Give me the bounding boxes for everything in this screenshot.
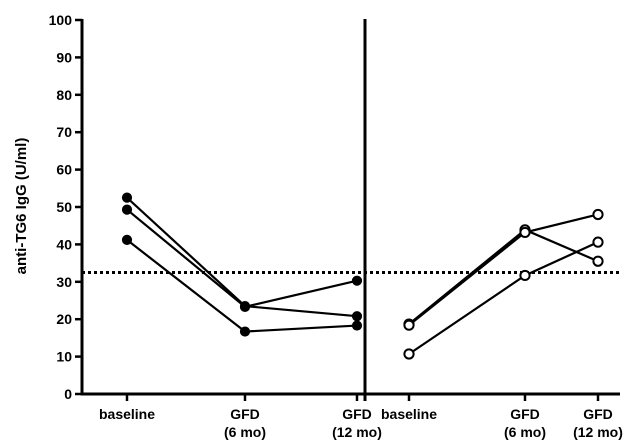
y-tick-label: 100	[49, 12, 73, 28]
data-point-filled	[239, 301, 251, 312]
data-point-open	[403, 348, 415, 360]
x-tick-label: GFD	[342, 406, 372, 422]
data-point-open	[519, 269, 531, 282]
data-point-filled	[121, 192, 133, 203]
data-point-open	[592, 208, 604, 221]
y-tick-label: 10	[56, 349, 72, 365]
x-tick-label: GFD	[583, 406, 613, 422]
y-axis: 0 10 20 30 40 50 60 70 80 90 100	[49, 12, 84, 402]
x-tick-label-sub: (12 mo)	[573, 424, 623, 440]
data-point-filled	[121, 204, 133, 215]
series-layer	[121, 192, 604, 360]
y-tick-label: 60	[56, 162, 72, 178]
y-tick-label: 20	[56, 311, 72, 327]
x-tick-label-sub: (12 mo)	[332, 424, 382, 440]
y-tick-label: 0	[64, 386, 72, 402]
data-point-filled	[351, 320, 363, 331]
series-line	[408, 213, 599, 327]
x-tick-label: baseline	[381, 406, 437, 422]
y-tick-label: 80	[56, 87, 72, 103]
series-line	[126, 208, 358, 309]
x-tick-label: baseline	[99, 406, 155, 422]
data-point-open	[592, 255, 604, 267]
series-line	[126, 239, 358, 333]
x-tick-label: GFD	[230, 406, 260, 422]
y-tick-label: 30	[56, 274, 72, 290]
y-axis-title: anti-TG6 IgG (U/ml)	[13, 138, 30, 275]
series-line	[408, 228, 599, 325]
y-tick-label: 70	[56, 124, 72, 140]
data-point-filled	[121, 234, 133, 246]
y-tick-label: 90	[56, 49, 72, 65]
series-line	[408, 241, 599, 355]
series-line	[126, 196, 358, 318]
data-point-open	[592, 236, 604, 248]
data-point-filled	[351, 275, 363, 286]
data-point-filled	[351, 311, 363, 322]
x-tick-label-sub: (6 mo)	[504, 424, 546, 440]
x-axis: baseline GFD (6 mo) GFD (12 mo) baseline GFD (6…	[82, 19, 623, 440]
y-tick-label: 50	[56, 199, 72, 215]
data-point-filled	[239, 326, 251, 337]
x-tick-label-sub: (6 mo)	[224, 424, 266, 440]
data-point-open	[403, 319, 415, 331]
x-tick-label: GFD	[510, 406, 540, 422]
data-point-open	[519, 226, 531, 239]
y-tick-label: 40	[56, 236, 72, 252]
